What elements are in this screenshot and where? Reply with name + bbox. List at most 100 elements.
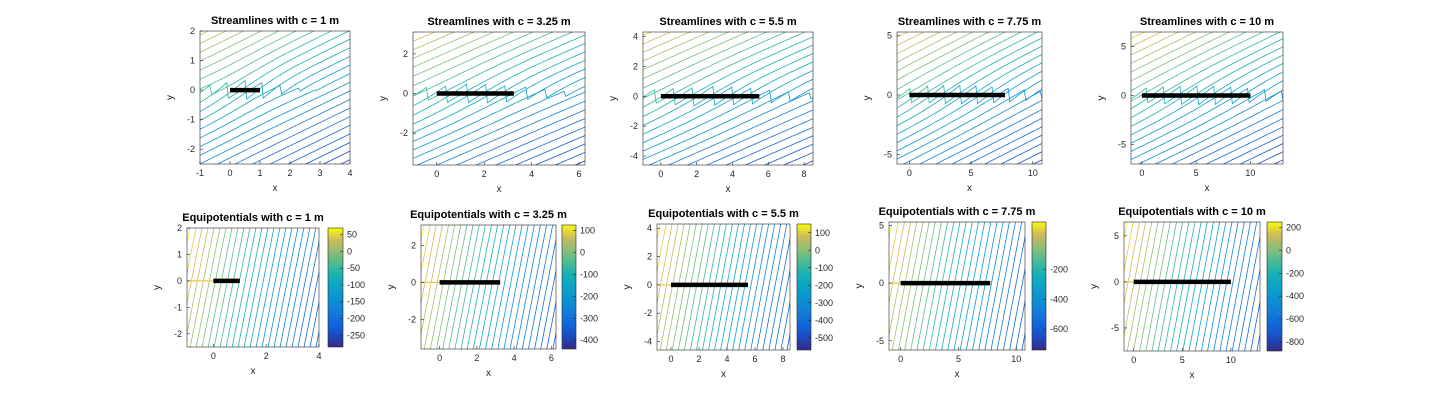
streamline xyxy=(1239,143,1283,164)
y-tick-label: 0 xyxy=(190,85,195,95)
y-axis-label: y xyxy=(1089,284,1100,289)
streamline xyxy=(1131,80,1283,152)
equipotential-line xyxy=(1231,222,1258,351)
equipotential-line xyxy=(442,225,468,349)
colorbar-tick-label: -500 xyxy=(815,333,833,343)
axes-frame xyxy=(1130,31,1284,165)
y-axis-label: y xyxy=(862,96,873,101)
y-tick-label: -5 xyxy=(1118,139,1126,149)
equipotential-line xyxy=(497,225,523,349)
streamline xyxy=(1273,159,1283,164)
streamline xyxy=(1131,32,1197,64)
colorbar xyxy=(1266,221,1283,352)
streamline xyxy=(897,45,1042,118)
equipotential-line xyxy=(421,225,431,274)
colorbar-tick-label: -150 xyxy=(347,297,365,307)
axes-frame xyxy=(1123,221,1261,352)
x-tick-label: 6 xyxy=(766,169,771,179)
y-tick-label: -5 xyxy=(1111,323,1119,333)
equipotential-line xyxy=(189,228,215,347)
equipotential-line xyxy=(744,224,770,350)
equipotential-line xyxy=(1145,222,1171,351)
equipotential-line xyxy=(1238,235,1260,351)
equipotential-line xyxy=(207,228,233,347)
streamline xyxy=(897,54,1042,127)
x-tick-label: 4 xyxy=(724,354,729,364)
x-tick-label: 2 xyxy=(694,169,699,179)
equipotential-line xyxy=(237,228,263,347)
streamline xyxy=(495,126,585,165)
colorbar-tick-label: -400 xyxy=(580,335,598,345)
equipotential-line xyxy=(187,228,209,336)
equipotential-line xyxy=(421,225,443,337)
equipotential-line xyxy=(922,222,949,350)
equipotential-line xyxy=(460,225,486,349)
streamline xyxy=(413,77,585,151)
streamline xyxy=(951,117,1042,164)
y-tick-label: 2 xyxy=(403,49,408,59)
contour-lines xyxy=(413,32,585,165)
equipotential-line xyxy=(243,228,269,347)
streamline xyxy=(413,32,456,51)
streamline xyxy=(1131,38,1283,109)
colorbar-tick-label: -200 xyxy=(815,280,833,290)
equipotential-line xyxy=(309,299,319,347)
equipotential-line xyxy=(231,228,257,347)
equipotential-line xyxy=(1126,222,1153,351)
y-axis-label: y xyxy=(386,285,397,290)
x-tick-label: 10 xyxy=(1245,168,1255,178)
equipotential-line xyxy=(889,222,899,273)
colorbar-tick-label: -400 xyxy=(1286,291,1304,301)
streamline xyxy=(643,70,813,144)
y-tick-label: 5 xyxy=(1114,231,1119,241)
y-tick-label: 5 xyxy=(879,220,884,230)
streamline xyxy=(643,78,813,152)
colorbar-tick-label: -400 xyxy=(815,315,833,325)
chart-panel-8: 0 2 4 6 8 -4 -2 0 2 4 x y Equipotentials with c = 5.… xyxy=(622,208,833,380)
y-tick-label: -2 xyxy=(400,128,408,138)
equipotential-line xyxy=(540,268,556,349)
equipotential-line xyxy=(898,222,924,350)
streamline xyxy=(763,143,813,165)
y-tick-label: 0 xyxy=(647,280,652,290)
colorbar-tick-label: 50 xyxy=(347,230,357,240)
equipotential-line xyxy=(756,224,782,350)
equipotential-line xyxy=(990,222,1016,350)
y-axis-label: y xyxy=(165,95,176,100)
equipotential-line xyxy=(1015,299,1025,350)
x-tick-label: 2 xyxy=(264,351,269,361)
equipotential-line xyxy=(1170,222,1196,351)
streamline xyxy=(1131,32,1163,48)
streamline xyxy=(200,31,350,103)
x-tick-label: 5 xyxy=(1194,168,1199,178)
x-tick-label: 0 xyxy=(907,168,912,178)
colorbar xyxy=(327,227,344,348)
x-tick-label: 4 xyxy=(316,351,321,361)
equipotential-line xyxy=(219,228,245,347)
streamline xyxy=(897,37,1042,109)
streamline xyxy=(1171,109,1283,164)
y-tick-label: -2 xyxy=(644,308,652,318)
streamline xyxy=(435,100,585,165)
y-tick-label: -4 xyxy=(630,151,638,161)
colorbar-tick-label: -600 xyxy=(1050,324,1068,334)
x-tick-label: 1 xyxy=(257,168,262,178)
streamline xyxy=(897,32,1023,101)
streamline xyxy=(648,92,813,165)
equipotential-line xyxy=(423,225,449,349)
x-axis-label: x xyxy=(967,183,972,194)
equipotential-line xyxy=(303,269,319,347)
x-tick-label: 0 xyxy=(437,353,442,363)
equipotential-line xyxy=(466,225,492,349)
y-tick-label: 0 xyxy=(177,276,182,286)
equipotential-line xyxy=(285,228,311,347)
x-tick-label: 8 xyxy=(802,169,807,179)
axes-frame xyxy=(420,224,557,350)
colorbar-tick-label: 0 xyxy=(347,246,352,256)
equipotential-line xyxy=(195,228,221,347)
equipotential-line xyxy=(1250,300,1260,351)
equipotential-line xyxy=(448,225,474,349)
